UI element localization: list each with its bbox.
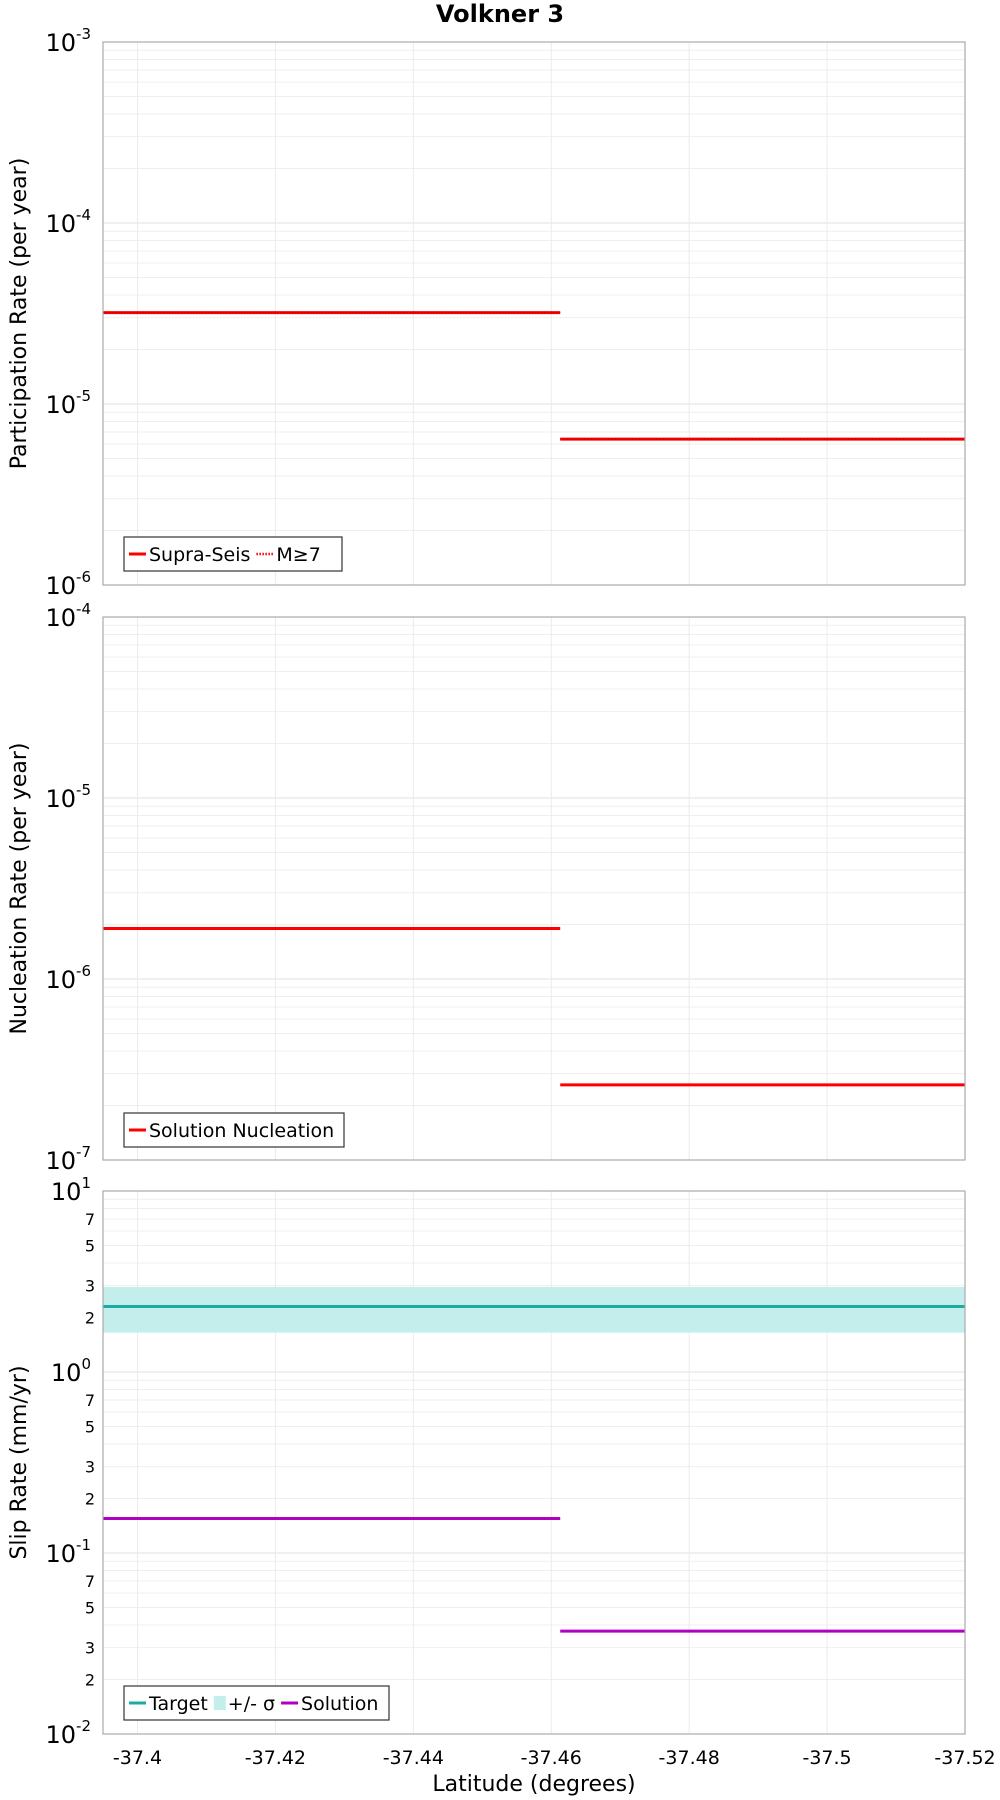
y-minor-tick-label: 7 (85, 1391, 95, 1410)
y-minor-tick-label: 2 (85, 1671, 95, 1690)
x-tick-label: -37.4 (113, 1747, 162, 1769)
y-axis-label: Participation Rate (per year) (7, 158, 32, 470)
chart-title: Volkner 3 (436, 0, 564, 28)
y-minor-tick-label: 5 (85, 1417, 95, 1436)
y-axis-label: Slip Rate (mm/yr) (7, 1365, 32, 1559)
x-tick-label: -37.44 (383, 1747, 444, 1769)
y-minor-tick-label: 5 (85, 1598, 95, 1617)
plot-frame (102, 41, 966, 586)
y-tick-label: 10-6 (45, 568, 91, 600)
x-tick-label: -37.5 (802, 1747, 851, 1769)
legend-label-solution: Solution (301, 1693, 378, 1715)
y-axis-label: Nucleation Rate (per year) (7, 743, 32, 1035)
legend: Supra-Seis M≥7 (123, 536, 343, 572)
y-minor-tick-label: 2 (85, 1309, 95, 1328)
y-minor-tick-label: 3 (85, 1639, 95, 1658)
x-tick-label: -37.42 (245, 1747, 306, 1769)
chart-panel-2: 10-7 10-6 10-5 10-4 Nucleation Rate (per yea… (7, 600, 966, 1175)
y-tick-label: 10-1 (45, 1536, 91, 1568)
y-minor-tick-label: 7 (85, 1210, 95, 1229)
x-tick-label: -37.46 (521, 1747, 582, 1769)
plot-area (103, 617, 965, 1160)
legend-label-series: +/- σ (228, 1693, 275, 1715)
y-tick-label: 101 (51, 1174, 91, 1206)
legend: Solution Nucleation (123, 1112, 345, 1148)
legend-label-supra-seis: Supra-Seis (149, 544, 250, 566)
y-tick-label: 10-6 (45, 962, 91, 994)
plot-frame (102, 616, 966, 1161)
y-tick-label: 10-4 (45, 600, 91, 632)
y-tick-label: 10-5 (45, 781, 91, 813)
y-tick-label: 10-4 (45, 206, 91, 238)
y-minor-tick-label: 2 (85, 1490, 95, 1509)
plot-frame (102, 1190, 966, 1735)
legend-label-solution-nucleation: Solution Nucleation (149, 1120, 334, 1142)
legend-label-m-7: M≥7 (276, 544, 320, 566)
x-axis-label: Latitude (degrees) (432, 1772, 635, 1797)
legend: Target +/- σ Solution (123, 1685, 390, 1721)
y-tick-label: 10-5 (45, 387, 91, 419)
y-minor-tick-label: 3 (85, 1458, 95, 1477)
chart-panel-1: 10-6 10-5 10-4 10-3 Participation Rate (per … (7, 25, 966, 600)
chart-panel-3: 10-2 10-1 100 101 2 3 5 7 2 3 5 7 2 3 5 7 Slip Rate (mm/… (7, 1174, 996, 1797)
sigma-band (103, 1286, 965, 1333)
legend-box (123, 1112, 345, 1148)
legend-swatch-series (213, 1696, 226, 1710)
y-minor-tick-label: 5 (85, 1236, 95, 1255)
x-tick-label: -37.52 (934, 1747, 995, 1769)
y-tick-label: 10-3 (45, 25, 91, 57)
y-tick-label: 100 (51, 1355, 91, 1387)
legend-box (123, 1685, 390, 1721)
y-tick-label: 10-2 (45, 1717, 91, 1749)
legend-label-target: Target (148, 1693, 208, 1715)
y-minor-tick-label: 3 (85, 1277, 95, 1296)
plot-area (103, 1191, 965, 1734)
x-tick-label: -37.48 (659, 1747, 720, 1769)
legend-box (123, 536, 343, 572)
y-tick-label: 10-7 (45, 1143, 91, 1175)
y-minor-tick-label: 7 (85, 1572, 95, 1591)
